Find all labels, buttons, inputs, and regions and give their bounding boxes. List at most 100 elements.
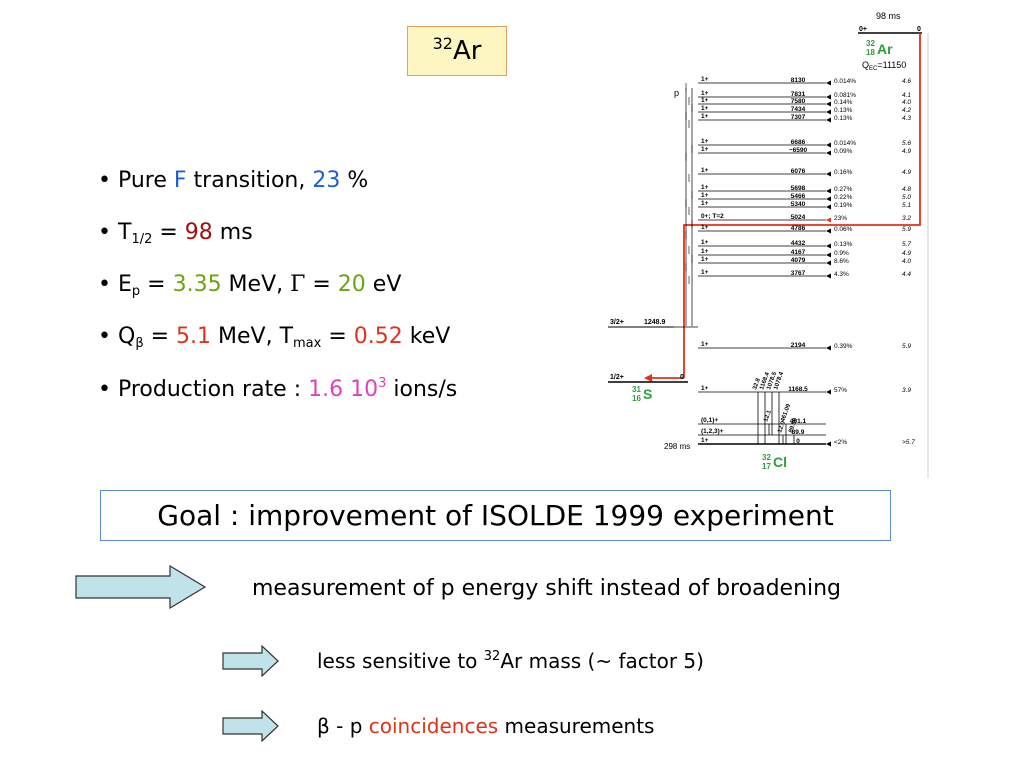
level-energy: 461.1 [790, 418, 807, 425]
level-branching: 0.27% [834, 186, 853, 193]
bullet-transition: • Pure F transition, 23 % [98, 168, 368, 193]
point-mass-sensitivity: less sensitive to 32Ar mass (~ factor 5) [317, 649, 704, 673]
level-spin: 1+ [701, 167, 709, 174]
point-coincidences: β - p coincidences measurements [317, 714, 654, 738]
level-branching: 4.3% [834, 271, 849, 278]
level-energy: 6076 [791, 168, 806, 175]
q-beta-value: 5.1 [176, 324, 212, 349]
title-mass-number: 32 [432, 34, 453, 53]
parent-symbol: Ar [877, 41, 893, 57]
s31-symbol: S [643, 386, 652, 402]
level-branching: 0.22% [834, 194, 853, 201]
bullet-text: ions/s [386, 377, 458, 402]
s31-ground-spin: 1/2+ [610, 374, 624, 381]
beta-feed-arrowhead [826, 243, 831, 249]
level-branching: 57% [834, 387, 847, 394]
point-text: less sensitive to [317, 649, 484, 673]
bullet-subscript: β [135, 336, 144, 351]
point-energy-shift: measurement of p energy shift instead of… [252, 576, 841, 601]
level-energy: 7307 [791, 114, 806, 121]
level-spin: 1+ [701, 76, 709, 83]
beta-feed-arrowhead [826, 217, 831, 223]
beta-feed-arrowhead [826, 117, 831, 123]
level-branching: 0.014% [834, 78, 856, 85]
parent-mass-number: 32 [866, 39, 875, 48]
level-logft: 4.8 [902, 186, 911, 193]
gamma-energy-label: 12.1 [763, 409, 773, 423]
level-spin: 1+ [701, 146, 709, 153]
level-logft: 5.7 [902, 241, 911, 248]
bullet-text: = [152, 220, 185, 245]
proton-arrowhead [644, 374, 652, 382]
goal-box: Goal : improvement of ISOLDE 1999 experi… [100, 490, 891, 541]
level-spin: 0+; T=2 [701, 213, 724, 220]
title-nuclide: 32Ar [432, 34, 482, 66]
point-text: Ar mass (~ factor 5) [500, 649, 704, 673]
bullet-dot: • [98, 272, 111, 297]
level-logft: 5.6 [902, 140, 911, 147]
bullet-subscript: 1/2 [131, 232, 153, 247]
proton-label: p [674, 88, 679, 98]
level-logft: 4.0 [902, 258, 911, 265]
gamma-energy-label: 32.8 [752, 377, 762, 391]
beta-feed-arrowhead [826, 204, 831, 210]
level-logft: 4.0 [902, 99, 911, 106]
beta-feed-arrowhead [826, 252, 831, 258]
level-logft: 5.9 [902, 343, 911, 350]
level-spin: 1+ [701, 224, 709, 231]
level-energy: ~6590 [789, 147, 808, 154]
bullet-text: = [143, 324, 177, 349]
rate-value: 1.6 10 [308, 377, 379, 402]
level-branching: 0.16% [834, 169, 853, 176]
beta-feed-arrowhead [826, 345, 831, 351]
beta-feed-arrowhead [826, 80, 831, 86]
big-arrow-icon [75, 565, 207, 609]
bullet-text: MeV, T [211, 324, 294, 349]
level-energy: 4786 [791, 225, 806, 232]
level-logft: 4.3 [902, 115, 911, 122]
beta-feed-arrowhead [826, 260, 831, 266]
bullet-text: E [117, 272, 132, 297]
cl32-halflife: 298 ms [664, 442, 690, 451]
level-energy: 4432 [791, 240, 806, 247]
level-energy: 2194 [791, 342, 806, 349]
level-energy: 8130 [791, 77, 806, 84]
parent-spin: 0+ [859, 26, 867, 33]
bullet-text: T [117, 220, 132, 245]
beta-feed-arrowhead [826, 389, 831, 395]
bullet-text: = [305, 272, 338, 297]
bullet-text: Q [117, 324, 136, 349]
bullet-text: Production rate : [117, 377, 309, 402]
s31-mass-number: 31 [632, 385, 641, 394]
cl32-mass-number: 32 [762, 453, 771, 462]
level-energy: 6686 [791, 139, 806, 146]
level-energy: 89.9 [792, 429, 805, 436]
level-spin: 1+ [701, 269, 709, 276]
level-spin: 1+ [701, 138, 709, 145]
level-branching: 0.13% [834, 115, 853, 122]
halflife-value: 98 [184, 220, 213, 245]
bullet-proton-energy: • Ep = 3.35 MeV, Γ = 20 eV [98, 272, 401, 299]
level-spin: 1+ [701, 105, 709, 112]
level-spin: (1,2,3)+ [701, 428, 724, 435]
beta-feed-arrowhead [826, 171, 831, 177]
level-energy: 5466 [791, 193, 806, 200]
transition-percent: 23 [312, 168, 341, 193]
level-branching: 0.19% [834, 202, 853, 209]
level-energy: 7580 [791, 98, 806, 105]
beta-feed-arrowhead [826, 273, 831, 279]
level-energy: 4079 [791, 257, 806, 264]
beta-feed-arrowhead [826, 196, 831, 202]
level-branching: 0.39% [834, 343, 853, 350]
s31-ground-energy: 0 [680, 374, 684, 381]
decay-scheme: 98 ms 0+ 0 32 18 Ar QEC=11150 p 3/2+ 124… [608, 11, 929, 478]
level-branching: 0.13% [834, 107, 853, 114]
gamma-energy-label: 89.59 [788, 417, 799, 434]
s31-atomic-number: 16 [632, 394, 641, 403]
superallowed-decay-line [683, 33, 921, 378]
coincidences-word: coincidences [368, 714, 499, 738]
bullet-subscript: p [131, 284, 141, 299]
title-box: 32Ar [407, 26, 507, 76]
level-spin: (0,1)+ [701, 417, 718, 424]
bullet-production-rate: • Production rate : 1.6 103 ions/s [98, 376, 457, 402]
